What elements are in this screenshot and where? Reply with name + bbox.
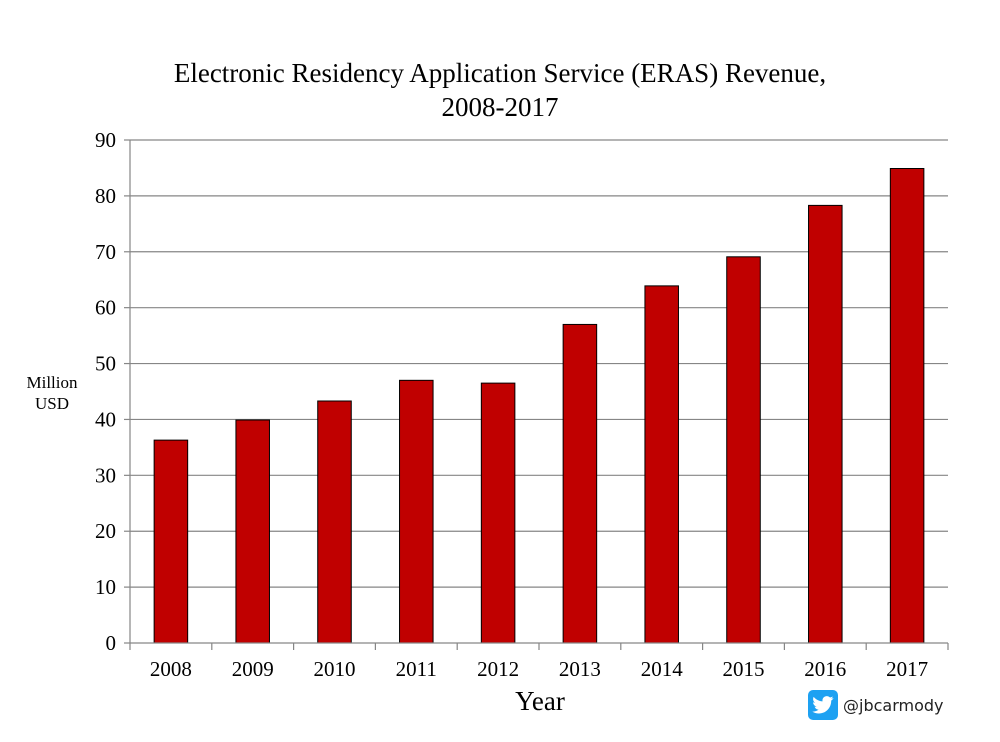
chart-title: Electronic Residency Application Service… [0,56,1000,124]
y-tick-label: 30 [95,463,116,487]
y-tick-label: 10 [95,575,116,599]
bar [480,382,516,644]
bar [399,379,434,644]
x-tick-label: 2011 [396,657,437,681]
twitter-credit: @jbcarmody [808,690,944,720]
bar [235,419,270,644]
x-tick-label: 2016 [804,657,846,681]
y-tick-label: 70 [95,240,116,264]
bar [889,168,925,644]
x-tick-label: 2009 [232,657,274,681]
x-axis-label: Year [515,686,565,716]
twitter-handle: @jbcarmody [843,695,944,715]
y-tick-label: 40 [95,407,116,431]
x-tick-label: 2014 [641,657,684,681]
bar [808,204,843,644]
bar [644,285,679,644]
x-tick-label: 2015 [723,657,765,681]
x-tick-label: 2017 [886,657,928,681]
x-tick-label: 2008 [150,657,192,681]
bar [726,256,761,644]
y-axis-label-line-2: USD [34,394,69,413]
x-tick-label: 2010 [314,657,356,681]
bar [317,400,352,644]
y-tick-label: 50 [95,352,116,376]
x-tick-label: 2013 [559,657,601,681]
twitter-bird-icon [808,690,838,720]
bar [562,323,598,644]
y-tick-label: 0 [106,631,117,655]
y-axis-label-line-1: Million [26,373,78,392]
bar [153,439,189,644]
y-tick-label: 80 [95,184,116,208]
y-tick-label: 20 [95,519,116,543]
chart-title-line-1: Electronic Residency Application Service… [173,58,827,88]
y-axis-label: Million USD [8,372,96,414]
chart-title-line-2: 2008-2017 [441,92,559,122]
y-tick-label: 60 [95,296,116,320]
x-tick-label: 2012 [477,657,519,681]
y-tick-label: 90 [95,128,116,152]
